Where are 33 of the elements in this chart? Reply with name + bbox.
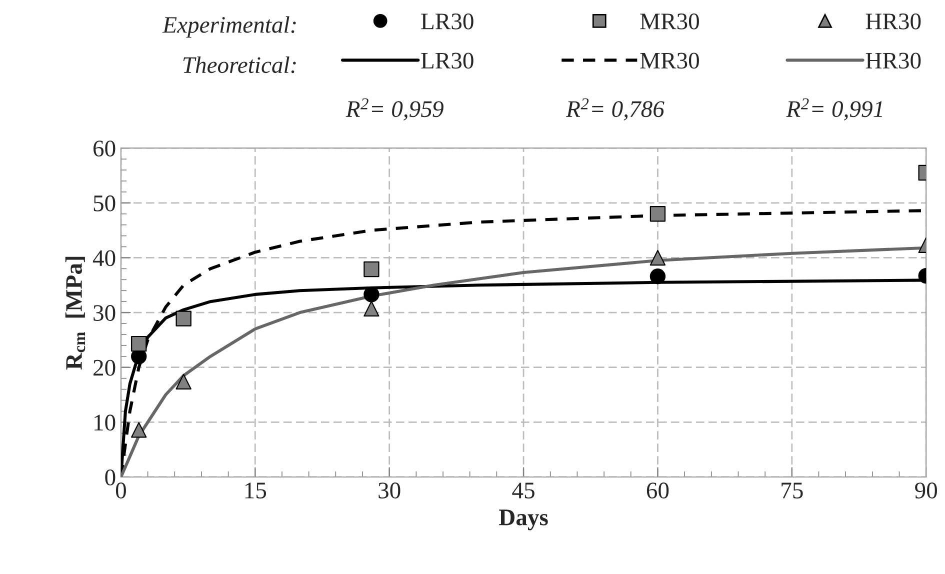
y-tick-label: 50 [94,195,116,212]
point [364,261,380,278]
x-tick-label: 90 [915,482,938,498]
text: R$^{2}$= 0,786 [566,98,664,120]
y-tick-label: 30 [94,305,116,321]
y-tick-label: 60 [94,140,116,157]
text: Theoretical: [183,56,296,74]
point [176,374,192,390]
x-tick-label: 30 [378,482,400,498]
x-tick-label: 45 [512,482,534,498]
y-tick-label: 40 [92,250,116,266]
legend-label: HR30 [866,13,921,30]
y-tick-label: 20 [94,360,116,376]
x-tick-label: 15 [245,482,266,498]
y-axis-title: R$_{cm}$ [MPa] [65,256,86,370]
text: R$^{2}$= 0,959 [346,98,444,120]
point [131,336,147,352]
text: R$^{2}$= 0,991 [786,98,882,120]
legend-label: MR30 [640,13,699,30]
point [364,300,380,317]
x-axis-title: Days [499,510,548,530]
point [131,422,147,438]
point [176,310,192,326]
legend-label: LR30 [421,52,474,69]
y-tick-label: 0 [105,469,116,486]
legend-label: LR30 [421,13,474,30]
x-tick-label: 0 [116,482,126,498]
legend-label: HR30 [866,52,921,69]
legend-label: MR30 [640,52,699,69]
text: Experimental: [162,16,296,38]
y-tick-label: 10 [94,414,116,431]
x-tick-label: 75 [782,482,803,498]
x-tick-label: 60 [646,482,669,498]
